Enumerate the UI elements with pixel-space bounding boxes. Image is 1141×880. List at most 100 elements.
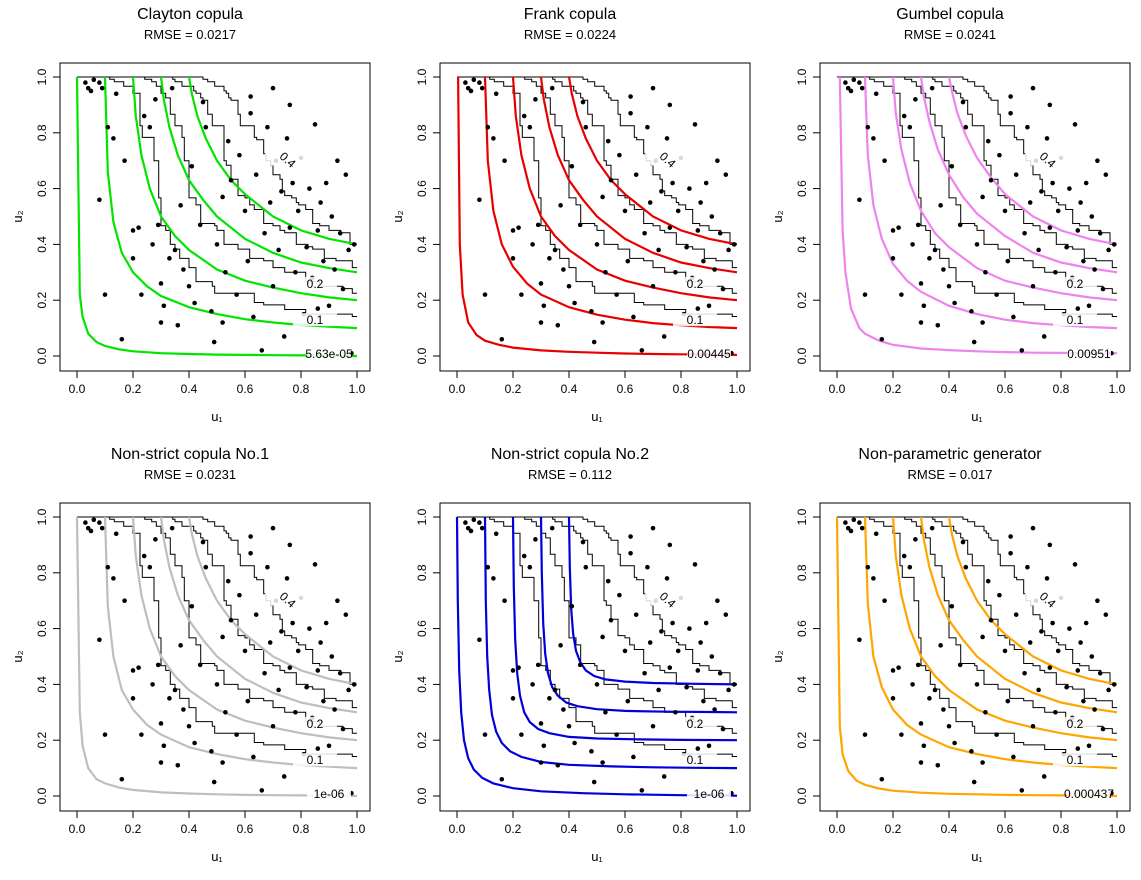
data-point <box>614 732 619 737</box>
data-point <box>952 300 957 306</box>
data-point <box>105 564 111 570</box>
x-tick-label: 0.0 <box>69 382 86 396</box>
data-point <box>340 726 346 732</box>
empirical-contour <box>457 76 737 245</box>
data-point <box>287 665 293 670</box>
data-point <box>225 138 231 144</box>
data-point <box>628 110 633 116</box>
data-point <box>167 696 172 701</box>
data-point <box>1008 550 1013 556</box>
data-point <box>695 668 701 673</box>
data-point <box>949 603 955 609</box>
data-point <box>265 124 270 130</box>
data-point <box>290 180 295 186</box>
data-point <box>890 228 896 233</box>
data-point <box>1041 334 1047 339</box>
data-point <box>214 242 220 247</box>
data-point <box>547 696 552 701</box>
data-point <box>209 749 214 754</box>
data-point <box>555 323 561 328</box>
data-point <box>918 721 924 726</box>
empirical-contour <box>457 516 737 734</box>
data-point <box>971 779 977 785</box>
data-point <box>172 247 178 253</box>
fitted-contour <box>455 516 738 797</box>
data-point <box>848 88 854 94</box>
contour-label: 0.2 <box>1067 277 1084 291</box>
data-point <box>471 77 477 83</box>
x-tick-label: 1.0 <box>349 382 366 396</box>
y-tick-label: 0.4 <box>795 676 809 693</box>
data-point <box>335 158 340 163</box>
data-point <box>242 648 248 654</box>
data-point <box>631 754 636 760</box>
y-axis-label: u₂ <box>770 210 785 222</box>
data-point <box>1030 723 1036 729</box>
data-point <box>1002 208 1008 214</box>
data-point <box>726 247 731 253</box>
data-point <box>929 525 935 531</box>
data-point <box>673 270 678 275</box>
x-tick-label: 0.8 <box>1053 382 1070 396</box>
data-point <box>119 336 125 342</box>
data-point <box>189 163 195 169</box>
data-point <box>701 698 706 704</box>
data-point <box>276 247 281 253</box>
data-point <box>312 122 318 127</box>
data-point <box>1053 710 1058 715</box>
panel-frank: Frank copula RMSE = 0.0224 0.0 0.2 0.4 0.6 0… <box>380 0 760 440</box>
data-point <box>1036 687 1041 693</box>
data-point <box>1111 682 1117 687</box>
data-point <box>323 180 329 186</box>
data-point <box>589 309 594 314</box>
data-point <box>608 617 614 623</box>
data-point <box>631 314 636 320</box>
data-point <box>650 525 656 531</box>
empirical-contour <box>77 76 357 245</box>
y-tick-label: 0.2 <box>795 732 809 749</box>
data-point <box>479 85 485 91</box>
x-tick-label: 1.0 <box>1109 822 1126 836</box>
data-point <box>845 525 851 531</box>
panel-gumbel: Gumbel copula RMSE = 0.0241 0.0 0.2 0.4 0.6… <box>760 0 1140 440</box>
fitted-contour <box>919 516 1118 714</box>
data-point <box>267 640 273 645</box>
data-point <box>957 662 963 668</box>
data-point <box>974 682 980 687</box>
data-point <box>1047 225 1053 230</box>
data-point <box>189 603 195 609</box>
fitted-contour <box>511 516 738 742</box>
contour-label-bg <box>265 592 309 606</box>
data-point <box>851 517 857 523</box>
y-tick-label: 0.0 <box>35 787 49 804</box>
panel-nonstrict-2: Non-strict copula No.2 RMSE = 0.112 0.0 0… <box>380 440 760 880</box>
x-tick-label: 0.8 <box>293 382 310 396</box>
data-point <box>351 242 357 247</box>
data-point <box>1050 180 1055 186</box>
data-point <box>541 743 547 749</box>
data-point <box>491 136 496 141</box>
data-point <box>245 258 251 264</box>
data-point <box>485 564 491 570</box>
data-point <box>130 696 136 701</box>
data-point <box>315 668 321 673</box>
panel-title: Non-strict copula No.2 <box>490 446 650 463</box>
data-point <box>346 687 351 693</box>
data-point <box>1055 208 1061 214</box>
data-point <box>983 710 988 715</box>
data-point <box>633 612 639 617</box>
data-point <box>234 292 239 297</box>
x-tick-label: 0.6 <box>617 382 634 396</box>
data-point <box>147 564 153 570</box>
data-point <box>667 542 673 548</box>
contour-label-bg <box>645 152 689 166</box>
data-point <box>141 553 147 559</box>
data-point <box>656 687 661 693</box>
data-point <box>1095 598 1100 603</box>
data-point <box>907 124 913 130</box>
x-tick-label: 0.2 <box>125 382 142 396</box>
data-point <box>307 626 312 631</box>
fitted-contour <box>159 516 358 714</box>
x-tick-label: 0.0 <box>449 822 466 836</box>
